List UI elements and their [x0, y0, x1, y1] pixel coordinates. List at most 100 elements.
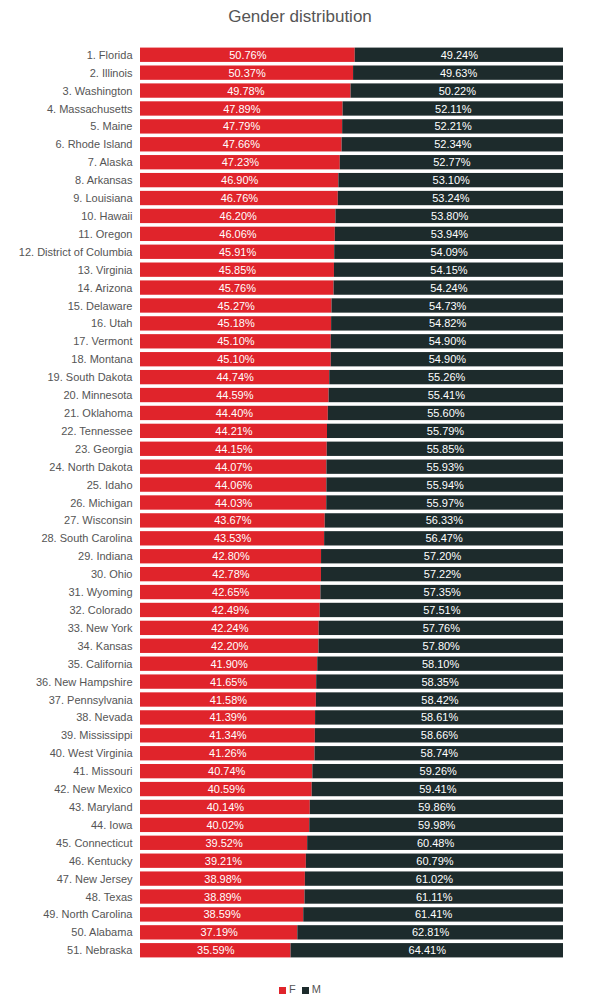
svg-text:41.34%: 41.34% [209, 729, 247, 741]
svg-text:44.21%: 44.21% [215, 425, 253, 437]
svg-text:40.02%: 40.02% [206, 819, 244, 831]
svg-text:58.10%: 58.10% [422, 658, 460, 670]
svg-text:37.19%: 37.19% [201, 926, 239, 938]
svg-text:33. New York: 33. New York [68, 622, 133, 634]
svg-text:58.61%: 58.61% [421, 711, 459, 723]
svg-text:54.24%: 54.24% [430, 282, 468, 294]
svg-text:59.98%: 59.98% [418, 819, 456, 831]
svg-text:45.76%: 45.76% [219, 282, 257, 294]
svg-text:20. Minnesota: 20. Minnesota [63, 389, 133, 401]
svg-text:46.06%: 46.06% [219, 228, 257, 240]
svg-text:39.52%: 39.52% [205, 837, 243, 849]
svg-text:41.39%: 41.39% [209, 711, 247, 723]
svg-text:42.78%: 42.78% [212, 568, 250, 580]
svg-text:45.91%: 45.91% [219, 246, 257, 258]
svg-text:19. South Dakota: 19. South Dakota [47, 371, 133, 383]
svg-text:9. Louisiana: 9. Louisiana [73, 192, 133, 204]
svg-text:48. Texas: 48. Texas [86, 891, 133, 903]
svg-text:38. Nevada: 38. Nevada [76, 711, 133, 723]
svg-text:24. North Dakota: 24. North Dakota [49, 461, 133, 473]
svg-text:47. New Jersey: 47. New Jersey [57, 873, 133, 885]
svg-text:49.63%: 49.63% [440, 67, 478, 79]
svg-text:58.35%: 58.35% [421, 676, 459, 688]
svg-text:57.80%: 57.80% [423, 640, 461, 652]
svg-text:54.09%: 54.09% [430, 246, 468, 258]
svg-text:46.20%: 46.20% [220, 210, 258, 222]
svg-text:41.58%: 41.58% [210, 694, 248, 706]
svg-text:45.18%: 45.18% [217, 317, 255, 329]
svg-text:27. Wisconsin: 27. Wisconsin [64, 514, 132, 526]
svg-text:55.97%: 55.97% [426, 497, 464, 509]
svg-text:54.73%: 54.73% [429, 300, 467, 312]
svg-text:54.15%: 54.15% [430, 264, 468, 276]
svg-text:62.81%: 62.81% [412, 926, 450, 938]
svg-text:34. Kansas: 34. Kansas [77, 640, 133, 652]
svg-text:55.26%: 55.26% [428, 371, 466, 383]
svg-text:43. Maryland: 43. Maryland [69, 801, 133, 813]
svg-text:47.66%: 47.66% [223, 138, 261, 150]
svg-text:45. Connecticut: 45. Connecticut [56, 837, 132, 849]
svg-text:6. Rhode Island: 6. Rhode Island [55, 138, 132, 150]
svg-text:56.33%: 56.33% [426, 514, 464, 526]
svg-text:55.94%: 55.94% [427, 479, 465, 491]
svg-text:45.10%: 45.10% [217, 335, 255, 347]
svg-text:43.53%: 43.53% [214, 532, 252, 544]
svg-text:1. Florida: 1. Florida [87, 49, 134, 61]
svg-text:45.10%: 45.10% [217, 353, 255, 365]
svg-text:61.02%: 61.02% [416, 873, 454, 885]
svg-text:17. Vermont: 17. Vermont [73, 335, 132, 347]
svg-text:14. Arizona: 14. Arizona [77, 282, 133, 294]
svg-text:49.78%: 49.78% [227, 85, 265, 97]
svg-text:41.65%: 41.65% [210, 676, 248, 688]
svg-text:57.22%: 57.22% [424, 568, 462, 580]
svg-text:60.48%: 60.48% [417, 837, 455, 849]
svg-text:23. Georgia: 23. Georgia [75, 443, 133, 455]
svg-text:31. Wyoming: 31. Wyoming [68, 586, 132, 598]
svg-text:3. Washington: 3. Washington [63, 85, 133, 97]
svg-text:41.90%: 41.90% [210, 658, 248, 670]
svg-text:51. Nebraska: 51. Nebraska [67, 944, 133, 956]
svg-text:41. Missouri: 41. Missouri [73, 765, 132, 777]
svg-text:55.60%: 55.60% [427, 407, 465, 419]
svg-text:36. New Hampshire: 36. New Hampshire [36, 676, 133, 688]
svg-text:50. Alabama: 50. Alabama [71, 926, 133, 938]
svg-text:38.59%: 38.59% [203, 908, 241, 920]
svg-text:44.06%: 44.06% [215, 479, 253, 491]
svg-text:37. Pennsylvania: 37. Pennsylvania [49, 694, 134, 706]
svg-text:55.41%: 55.41% [428, 389, 466, 401]
svg-text:22. Tennessee: 22. Tennessee [61, 425, 132, 437]
svg-text:15. Delaware: 15. Delaware [68, 300, 133, 312]
svg-text:40.74%: 40.74% [208, 765, 246, 777]
svg-text:53.94%: 53.94% [431, 228, 469, 240]
svg-text:46.90%: 46.90% [221, 174, 259, 186]
svg-text:5. Maine: 5. Maine [90, 120, 132, 132]
svg-text:44.40%: 44.40% [216, 407, 254, 419]
svg-text:44.74%: 44.74% [216, 371, 254, 383]
svg-text:56.47%: 56.47% [425, 532, 463, 544]
svg-text:35. California: 35. California [68, 658, 134, 670]
svg-text:42.80%: 42.80% [212, 550, 250, 562]
svg-text:42. New Mexico: 42. New Mexico [54, 783, 132, 795]
svg-text:55.93%: 55.93% [427, 461, 465, 473]
svg-text:42.49%: 42.49% [212, 604, 250, 616]
svg-text:32. Colorado: 32. Colorado [70, 604, 133, 616]
svg-text:53.24%: 53.24% [432, 192, 470, 204]
svg-text:47.23%: 47.23% [222, 156, 260, 168]
svg-text:44.07%: 44.07% [215, 461, 253, 473]
svg-text:58.66%: 58.66% [421, 729, 459, 741]
svg-text:2. Illinois: 2. Illinois [90, 67, 133, 79]
svg-text:57.51%: 57.51% [423, 604, 461, 616]
svg-text:28. South Carolina: 28. South Carolina [41, 532, 133, 544]
svg-text:59.86%: 59.86% [418, 801, 456, 813]
svg-text:39. Mississippi: 39. Mississippi [61, 729, 133, 741]
svg-text:44. Iowa: 44. Iowa [91, 819, 133, 831]
svg-text:21. Oklahoma: 21. Oklahoma [64, 407, 133, 419]
svg-text:40.59%: 40.59% [208, 783, 246, 795]
svg-text:58.74%: 58.74% [421, 747, 459, 759]
svg-text:54.90%: 54.90% [429, 335, 467, 347]
svg-text:8. Arkansas: 8. Arkansas [75, 174, 133, 186]
svg-text:38.89%: 38.89% [204, 891, 242, 903]
svg-text:61.11%: 61.11% [416, 891, 453, 903]
svg-text:52.77%: 52.77% [433, 156, 471, 168]
svg-text:59.26%: 59.26% [420, 765, 458, 777]
